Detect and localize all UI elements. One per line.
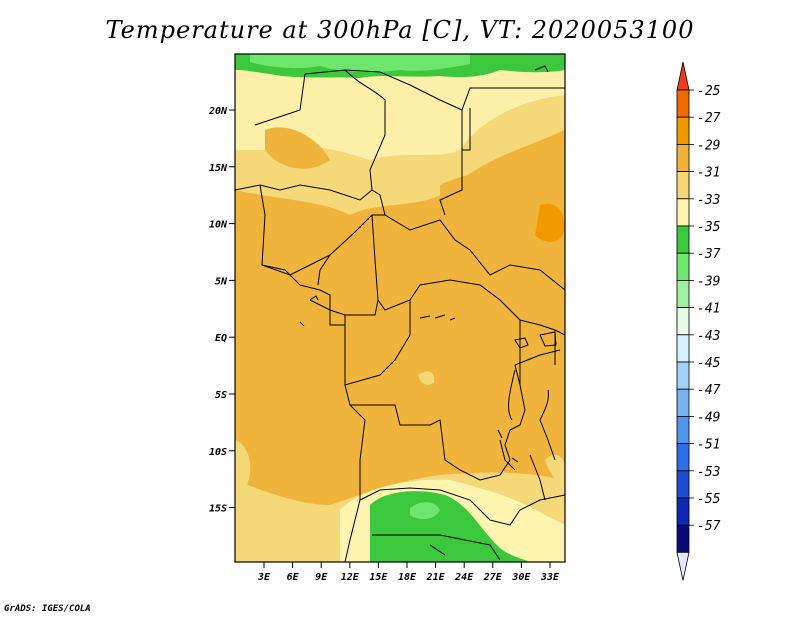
colorbar-segment (676, 361, 690, 390)
colorbar-label: -51 (697, 438, 720, 453)
lat-label: 20N (208, 106, 228, 117)
colorbar-label: -45 (697, 356, 721, 371)
colorbar-label: -43 (697, 329, 720, 344)
lon-label: 9E (315, 572, 328, 583)
colorbar-segment (676, 334, 690, 363)
lon-label: 21E (426, 572, 446, 583)
colorbar-label: -41 (697, 302, 720, 317)
colorbar: -25 -27 -29 -31 -33 -35 -37 -39 -41 -43 -45 -47 -49 -… (676, 61, 721, 581)
lat-label: 15N (209, 163, 228, 174)
colorbar-segment (676, 388, 690, 417)
lon-label: 27E (483, 572, 503, 583)
lon-label: 33E (540, 572, 560, 583)
colorbar-segment (676, 225, 690, 254)
colorbar-segment (676, 116, 690, 145)
lon-label: 24E (454, 572, 474, 583)
colorbar-label: -53 (697, 465, 720, 480)
colorbar-segment (676, 497, 690, 526)
colorbar-segment (676, 524, 690, 553)
colorbar-label: -55 (697, 492, 721, 507)
colorbar-segment (676, 443, 690, 472)
lat-label: 5N (215, 276, 228, 287)
colorbar-label: -33 (697, 193, 720, 208)
colorbar-label: -29 (697, 138, 720, 153)
map-frame (234, 53, 566, 563)
colorbar-label: -39 (697, 274, 720, 289)
colorbar-segment (676, 198, 690, 227)
colorbar-label: -31 (697, 166, 720, 181)
latitude-axis: 20N 15N 10N 5N EQ 5S 10S 15S (208, 106, 235, 515)
colorbar-segment (676, 171, 690, 200)
colorbar-label: -57 (697, 519, 721, 534)
lat-label: 15S (209, 504, 227, 515)
lon-label: 30E (511, 572, 531, 583)
colorbar-label: -47 (697, 383, 721, 398)
country-borders (234, 65, 566, 563)
longitude-axis: 3E 6E 9E 12E 15E 18E 21E 24E 27E 30E 33E (257, 562, 560, 583)
colorbar-segment (676, 89, 690, 118)
credit-text: GrADS: IGES/COLA (4, 604, 91, 614)
colorbar-segment (676, 279, 690, 308)
lat-label: 5S (215, 390, 227, 401)
chart-title: Temperature at 300hPa [C], VT: 202005310… (105, 16, 695, 44)
lon-label: 6E (287, 572, 300, 583)
colorbar-segment (676, 252, 690, 281)
colorbar-label: -37 (697, 247, 721, 262)
colorbar-segment (676, 470, 690, 499)
lon-label: 12E (341, 572, 360, 583)
lon-label: 15E (369, 572, 388, 583)
lon-label: 3E (257, 572, 271, 583)
lat-label: 10S (209, 447, 227, 458)
temperature-field (235, 54, 565, 562)
colorbar-label: -25 (697, 84, 721, 99)
colorbar-top-arrow (676, 61, 690, 91)
colorbar-label: -27 (697, 111, 721, 126)
colorbar-bottom-arrow (676, 552, 690, 581)
colorbar-segment (676, 143, 690, 172)
colorbar-segment (676, 307, 690, 336)
lon-label: 18E (398, 572, 417, 583)
colorbar-label: -49 (697, 410, 720, 425)
lat-label: 10N (209, 220, 228, 231)
lat-label: EQ (215, 333, 227, 344)
colorbar-segment (676, 415, 690, 444)
colorbar-label: -35 (697, 220, 721, 235)
